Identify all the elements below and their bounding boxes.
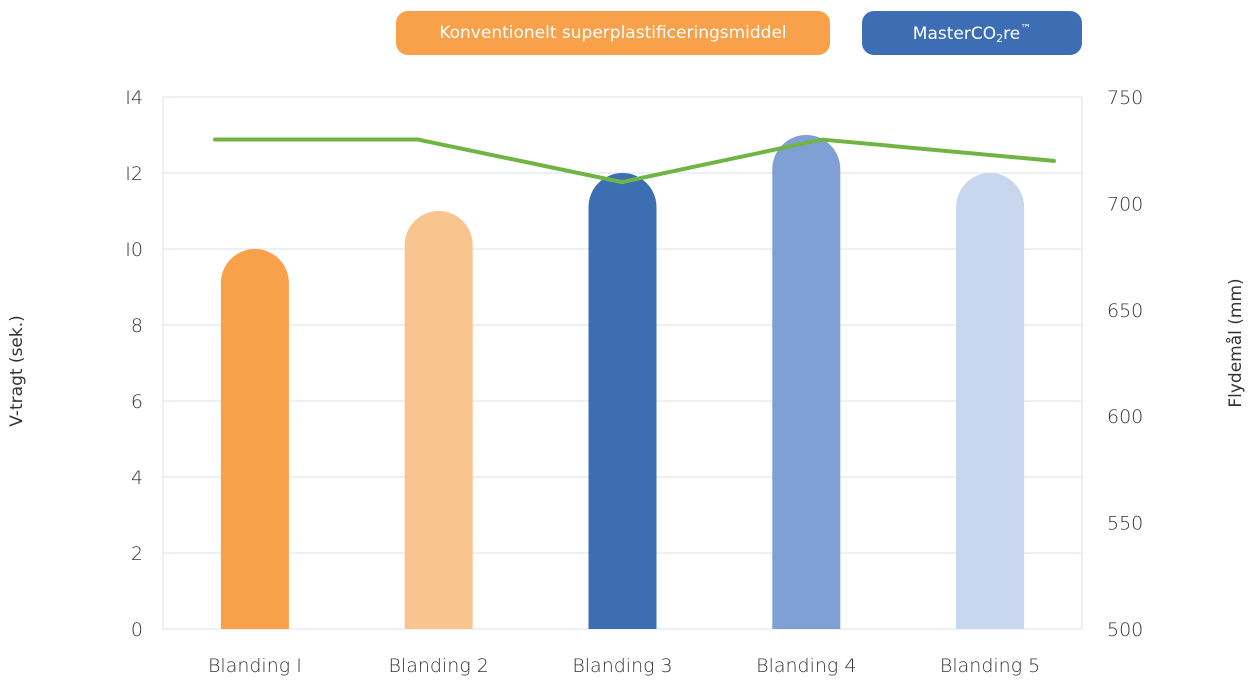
x-tick-label: Blanding 2 <box>389 655 489 677</box>
bar-3 <box>588 173 657 629</box>
bar-1 <box>220 249 289 629</box>
y-tick-label: 2 <box>131 543 143 565</box>
y-tick-label: 4 <box>131 467 143 489</box>
y2-axis-title: Flydemål (mm) <box>1225 278 1246 407</box>
y-axis-title: V-tragt (sek.) <box>7 315 27 427</box>
bar-5 <box>956 173 1025 629</box>
legend-masterco2re-label: MasterCO2re™ <box>912 21 1032 45</box>
bar-2 <box>404 211 473 629</box>
y-tick-label: I4 <box>125 87 143 109</box>
flow-line <box>213 137 1056 185</box>
y2-tick-label: 700 <box>1107 193 1143 215</box>
x-tick-label: Blanding 5 <box>940 655 1040 677</box>
x-tick-label: Blanding I <box>208 655 302 677</box>
y-tick-label: I0 <box>125 239 143 261</box>
y2-tick-label: 600 <box>1107 406 1143 428</box>
y2-tick-label: 650 <box>1107 300 1143 322</box>
legend-masterco2re: MasterCO2re™ <box>862 11 1082 55</box>
y-tick-label: 0 <box>131 619 143 641</box>
y2-tick-label: 750 <box>1107 87 1143 109</box>
legend-conventional: Konventionelt superplastificeringsmiddel <box>396 11 830 55</box>
y2-tick-label: 550 <box>1107 513 1143 535</box>
y-tick-label: 8 <box>131 315 143 337</box>
y-tick-label: 6 <box>131 391 143 413</box>
x-tick-label: Blanding 3 <box>572 655 672 677</box>
bar-4 <box>772 135 841 629</box>
legend-conventional-label: Konventionelt superplastificeringsmiddel <box>439 23 787 43</box>
y2-tick-label: 500 <box>1107 619 1143 641</box>
x-tick-label: Blanding 4 <box>756 655 856 677</box>
y-tick-label: I2 <box>125 163 143 185</box>
